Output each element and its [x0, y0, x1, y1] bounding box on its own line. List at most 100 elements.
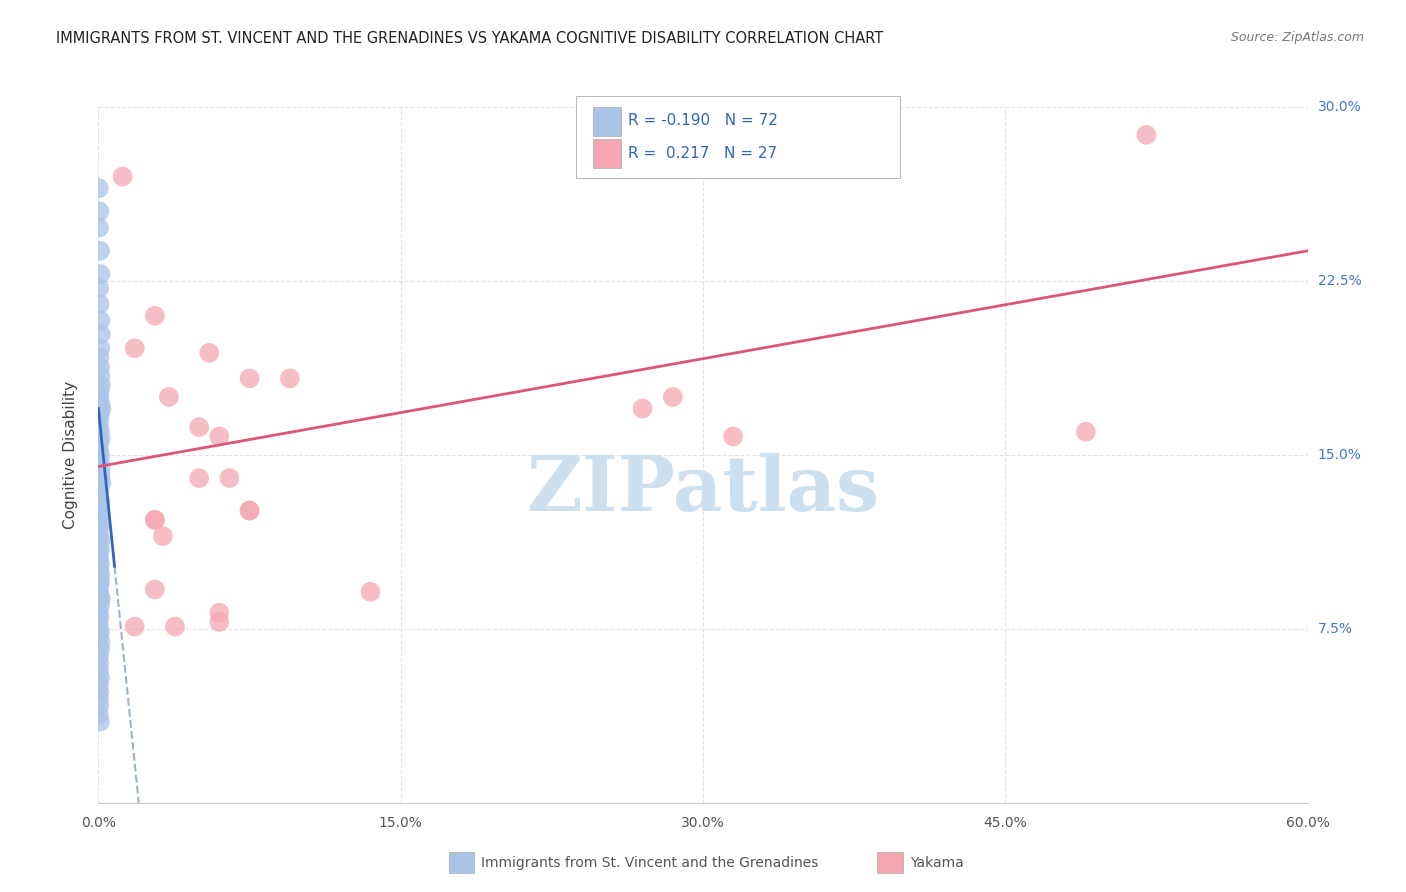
Point [89, 714, 111, 729]
Point [87, 691, 110, 706]
Point [360, 584, 382, 599]
Point [89, 204, 111, 219]
Point [208, 606, 231, 620]
Point [89, 359, 111, 374]
Point [87, 664, 110, 678]
Point [89, 698, 111, 713]
Point [89, 436, 111, 450]
Point [89, 397, 111, 411]
Text: R = -0.190   N = 72: R = -0.190 N = 72 [628, 113, 779, 128]
Point [124, 619, 146, 633]
Point [89, 629, 111, 643]
Point [89, 281, 111, 295]
Text: ZIPatlas: ZIPatlas [526, 453, 880, 526]
Point [89, 636, 111, 650]
Point [87, 649, 110, 664]
Point [87, 707, 110, 722]
Point [143, 309, 166, 323]
Y-axis label: Cognitive Disability: Cognitive Disability [63, 381, 77, 529]
Point [90, 475, 112, 490]
Point [89, 494, 111, 508]
Point [143, 513, 166, 527]
Point [89, 657, 111, 671]
Point [89, 506, 111, 520]
Point [89, 610, 111, 624]
Point [89, 313, 111, 327]
Point [89, 369, 111, 384]
Point [198, 346, 221, 360]
Point [89, 267, 111, 281]
Point [87, 564, 110, 578]
Point [87, 617, 110, 632]
Point [208, 615, 231, 629]
Text: 30.0%: 30.0% [1317, 100, 1361, 114]
Point [239, 503, 262, 517]
Point [89, 351, 111, 365]
Point [89, 297, 111, 311]
Text: Yakama: Yakama [910, 855, 963, 870]
Point [152, 529, 174, 543]
Point [89, 671, 111, 685]
Point [89, 413, 111, 427]
Text: 15.0%: 15.0% [1317, 448, 1361, 462]
Point [89, 467, 111, 481]
Point [87, 420, 110, 434]
Text: IMMIGRANTS FROM ST. VINCENT AND THE GRENADINES VS YAKAMA COGNITIVE DISABILITY CO: IMMIGRANTS FROM ST. VINCENT AND THE GREN… [56, 31, 883, 46]
Point [87, 522, 110, 536]
Point [188, 420, 211, 434]
Point [89, 483, 111, 497]
Point [89, 624, 111, 639]
Point [124, 341, 146, 355]
Point [143, 582, 166, 597]
Point [278, 371, 301, 385]
Point [89, 341, 111, 355]
Point [89, 406, 111, 420]
Text: R =  0.217   N = 27: R = 0.217 N = 27 [628, 146, 778, 161]
Point [87, 181, 110, 195]
Point [87, 220, 110, 235]
Point [89, 564, 111, 578]
Point [163, 619, 186, 633]
Point [631, 401, 654, 416]
Point [1135, 128, 1157, 142]
Point [89, 390, 111, 404]
Point [89, 452, 111, 467]
Text: Source: ZipAtlas.com: Source: ZipAtlas.com [1230, 31, 1364, 45]
Point [87, 575, 110, 590]
Point [239, 503, 262, 517]
Point [89, 529, 111, 543]
Point [89, 642, 111, 657]
Point [89, 244, 111, 258]
Point [143, 513, 166, 527]
Point [218, 471, 240, 485]
Point [661, 390, 683, 404]
Point [87, 582, 110, 597]
Point [89, 557, 111, 571]
Point [90, 378, 112, 392]
Point [1074, 425, 1097, 439]
Point [89, 448, 111, 462]
Point [87, 677, 110, 691]
Text: 7.5%: 7.5% [1317, 622, 1353, 636]
Point [89, 517, 111, 532]
Point [90, 591, 112, 606]
Point [89, 432, 111, 446]
Point [89, 471, 111, 485]
Point [89, 575, 111, 590]
Point [111, 169, 134, 184]
Point [87, 552, 110, 566]
Point [89, 425, 111, 439]
Point [89, 568, 111, 582]
Point [89, 533, 111, 548]
Point [89, 599, 111, 613]
Point [87, 490, 110, 504]
Point [89, 684, 111, 698]
Text: 22.5%: 22.5% [1317, 274, 1361, 288]
Point [188, 471, 211, 485]
Point [89, 591, 111, 606]
Point [87, 443, 110, 458]
Point [87, 606, 110, 620]
Point [89, 383, 111, 397]
Point [208, 429, 231, 443]
Point [157, 390, 180, 404]
